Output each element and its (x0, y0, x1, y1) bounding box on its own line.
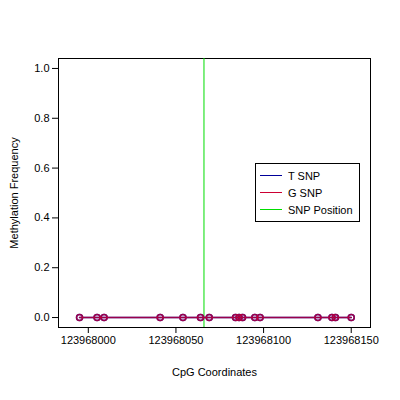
svg-text:0.4: 0.4 (34, 211, 49, 223)
html-text:T SNP: T SNP (288, 169, 321, 182)
svg-text:CpG Coordinates: CpG Coordinates (172, 366, 257, 378)
svg-text:123968050: 123968050 (148, 334, 203, 346)
html-text:SNP Position: SNP Position (288, 203, 353, 216)
svg-text:123968150: 123968150 (324, 334, 379, 346)
svg-text:0.2: 0.2 (34, 261, 49, 273)
svg-text:0.0: 0.0 (34, 311, 49, 323)
svg-text:Methylation Frequency: Methylation Frequency (8, 137, 20, 249)
svg-text:0.8: 0.8 (34, 112, 49, 124)
svg-text:0.6: 0.6 (34, 162, 49, 174)
svg-text:123968000: 123968000 (61, 334, 116, 346)
html-text:G SNP: G SNP (288, 186, 323, 199)
svg-text:1.0: 1.0 (34, 62, 49, 74)
svg-text:123968100: 123968100 (236, 334, 291, 346)
